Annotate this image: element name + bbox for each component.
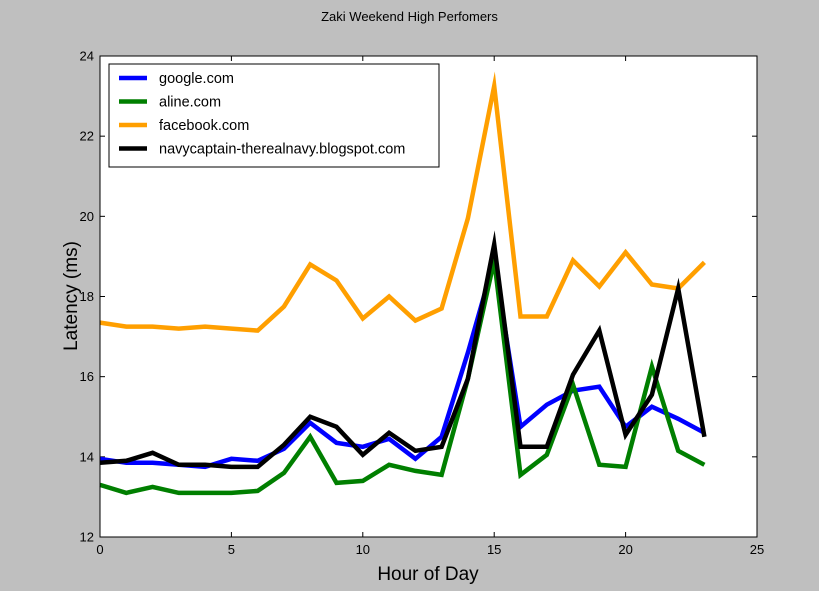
y-tick-label: 18 <box>80 289 94 304</box>
x-axis-label: Hour of Day <box>377 564 479 585</box>
x-tick-label: 0 <box>96 542 103 557</box>
legend-label: google.com <box>159 71 234 87</box>
legend-frame <box>108 63 440 168</box>
x-tick-label: 5 <box>228 542 235 557</box>
axis-ticks: 0 5 10 15 20 25 12 14 16 18 20 22 24 <box>80 49 765 558</box>
legend-label: aline.com <box>159 95 221 111</box>
series-line <box>99 247 706 496</box>
chart-title: Zaki Weekend High Perfomers <box>321 9 498 24</box>
series-lines <box>99 71 707 496</box>
legend: google.com aline.com facebook.com navycapta… <box>108 63 440 168</box>
y-tick-label: 20 <box>80 209 94 224</box>
x-tick-label: 10 <box>356 542 370 557</box>
series-line <box>99 71 706 333</box>
plot-frame <box>99 55 758 538</box>
legend-label: facebook.com <box>159 118 249 134</box>
y-axis-label: Latency (ms) <box>61 241 82 351</box>
y-tick-label: 24 <box>80 49 94 64</box>
y-tick-label: 16 <box>80 369 94 384</box>
legend-label: navycaptain-therealnavy.blogspot.com <box>159 142 405 158</box>
series-line <box>99 230 707 470</box>
x-tick-label: 25 <box>750 542 764 557</box>
y-tick-label: 14 <box>80 449 94 464</box>
x-tick-label: 15 <box>487 542 501 557</box>
y-tick-label: 22 <box>80 129 94 144</box>
y-tick-label: 12 <box>80 530 94 545</box>
x-tick-label: 20 <box>618 542 632 557</box>
